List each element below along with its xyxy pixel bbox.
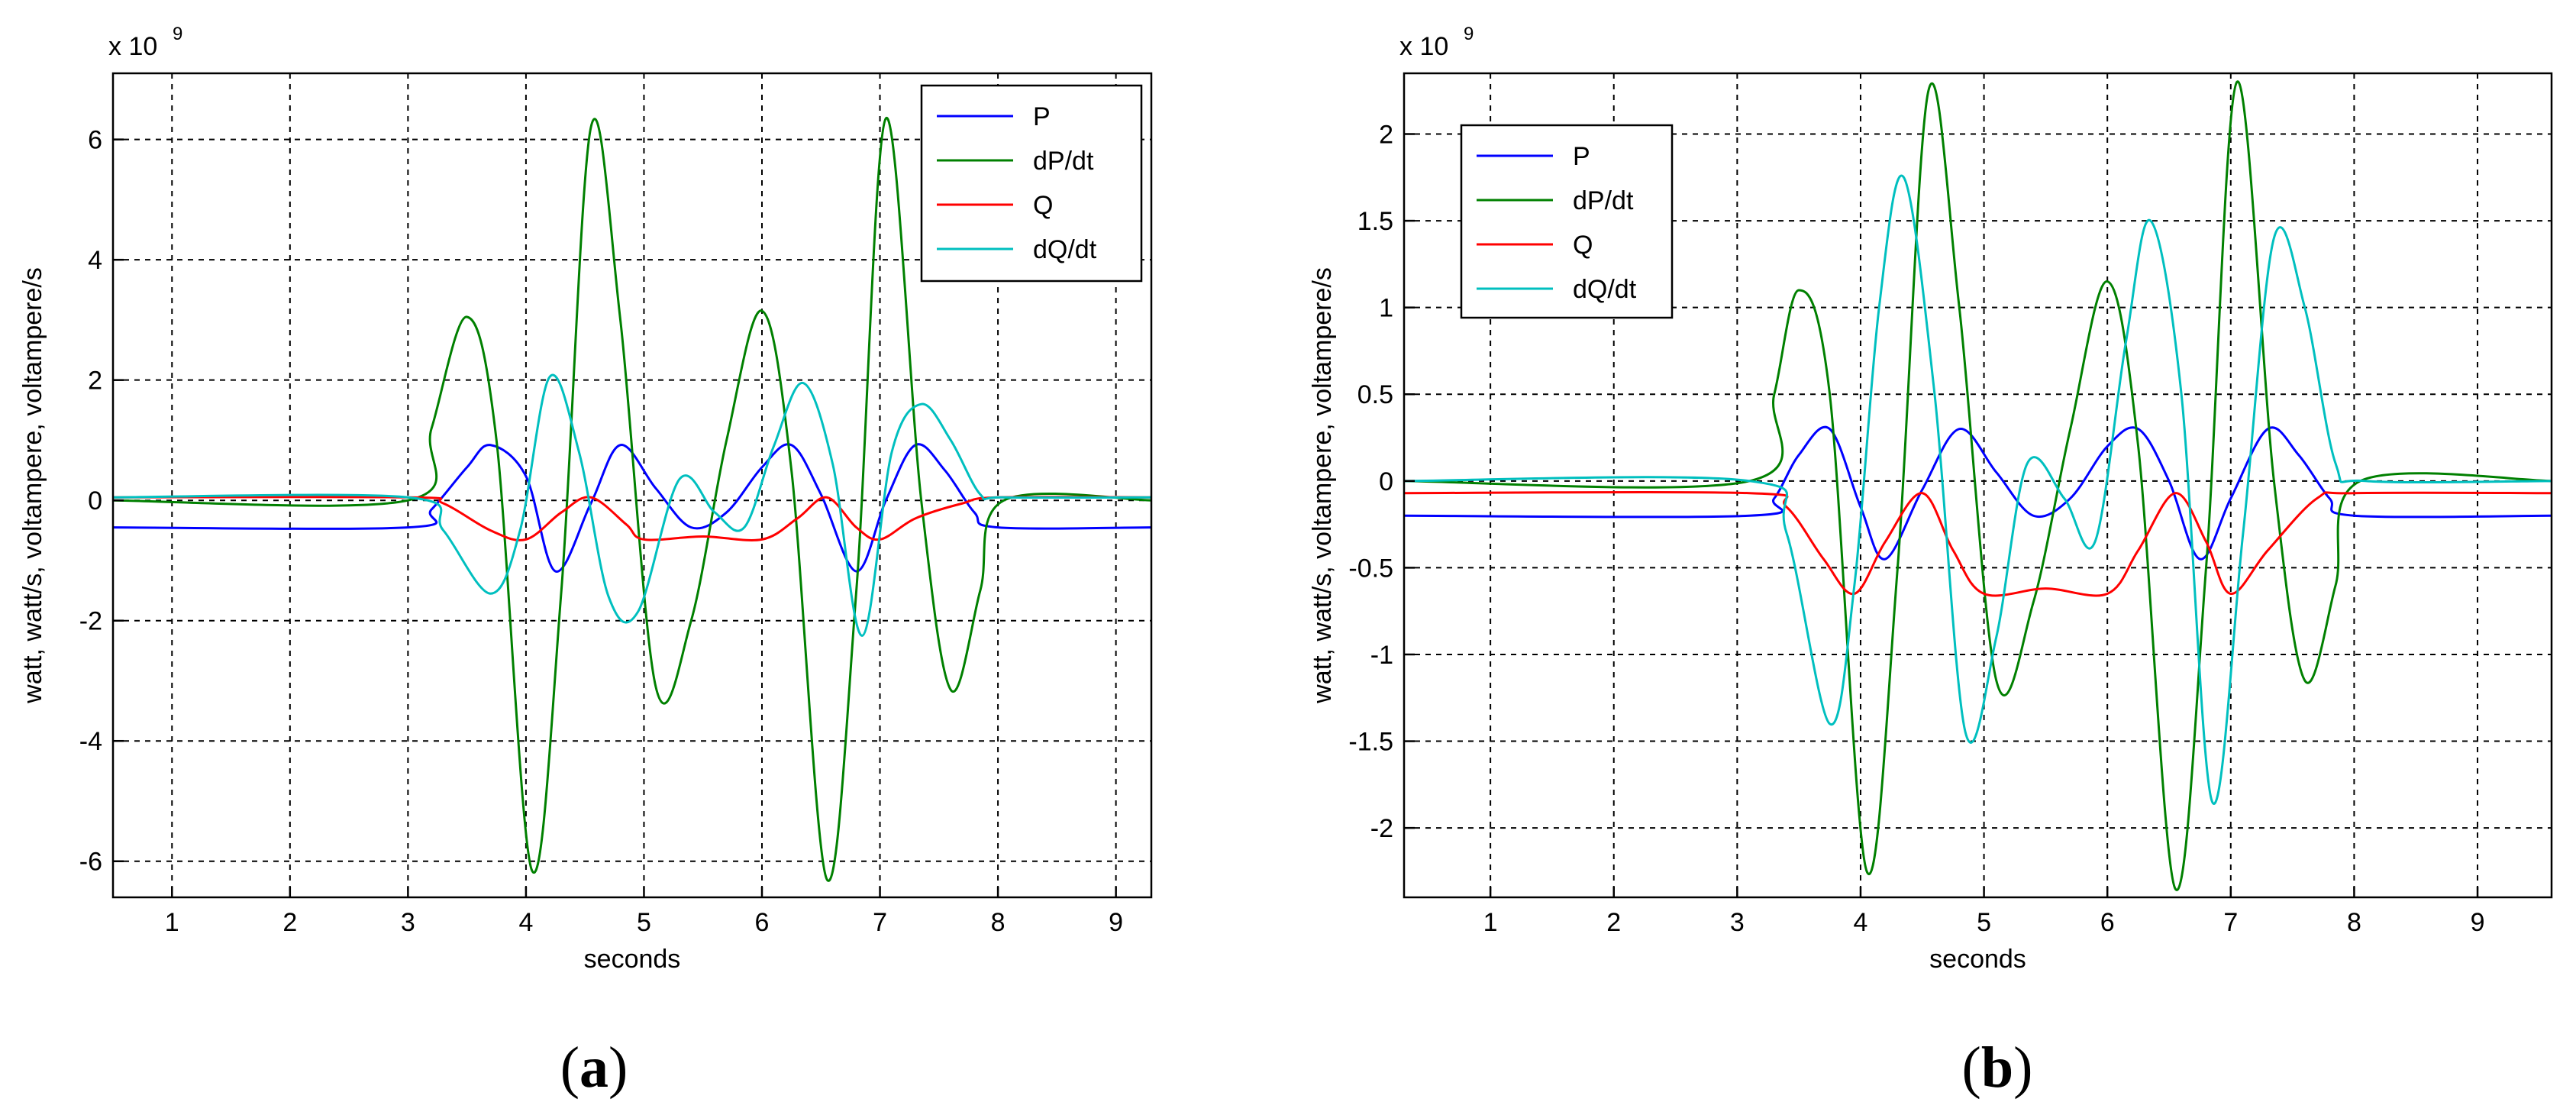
panel-a-axes-box: [111, 72, 1153, 899]
panel-b-y-tick-label: -0.5: [1348, 554, 1393, 583]
panel-b-legend-box: [1460, 124, 1674, 319]
panel-b-y-axis-label: watt, watt/s, voltampere, voltampere/s: [1308, 267, 1337, 704]
caption-close-b: ): [2013, 1036, 2033, 1100]
panel-b-x-tick-label: 6: [2100, 908, 2115, 937]
panel-a-y-tick-label: -4: [79, 727, 102, 756]
panel-a-series-dq-dt: [113, 373, 1151, 637]
panel-b-legend-label: dP/dt: [1573, 186, 1634, 215]
panel-a-y-tick-label: 0: [88, 486, 102, 515]
chart-panel-a: 1 2 3 4 5 6 7 8 9 -6 -4 -2 0 2 4 6 x 10 9 seconds watt, wat…: [18, 24, 1153, 974]
panel-b-exponent-power: 9: [1464, 24, 1474, 44]
panel-a-x-tick-label: 8: [991, 908, 1006, 937]
panel-b-x-tick-label: 1: [1483, 908, 1498, 937]
caption-a: (a): [479, 1035, 709, 1101]
panel-b-legend-label: dQ/dt: [1573, 275, 1637, 304]
panel-a-x-axis-label: seconds: [584, 945, 681, 974]
panel-b-x-tick-label: 8: [2347, 908, 2361, 937]
panel-b-series-p: [1404, 425, 2552, 561]
panel-b-exponent-label: x 10: [1399, 32, 1448, 61]
panel-b-y-tick-label: -1.5: [1348, 728, 1393, 757]
panel-b-series-dq-dt: [1404, 174, 2552, 805]
chart-panel-b: 1 2 3 4 5 6 7 8 9 -2 -1.5 -1 -0.5 0 0.5 1 1.5 2 x 10 9 secon…: [1308, 24, 2553, 974]
panel-b-y-tick-label: 0: [1379, 467, 1393, 496]
caption-label-a: a: [579, 1036, 608, 1100]
panel-b-y-tick-label: 0.5: [1357, 380, 1393, 409]
panel-a-x-tick-label: 2: [282, 908, 297, 937]
panel-a-x-tick-label: 3: [401, 908, 415, 937]
panel-a-x-tick-label: 5: [637, 908, 651, 937]
caption-open-a: (: [560, 1036, 579, 1100]
panel-b-legend-label: P: [1573, 142, 1590, 171]
panel-b-y-tick-label: 1: [1379, 294, 1393, 323]
panel-a-y-axis-label: watt, watt/s, voltampere, voltampere/s: [18, 267, 47, 704]
panel-a-exponent-label: x 10: [108, 32, 157, 61]
panel-b-series-q: [1404, 490, 2552, 597]
panel-b-x-axis-label: seconds: [1929, 945, 2026, 974]
panel-b-axes-box: [1403, 72, 2553, 899]
panel-b-legend-label: Q: [1573, 231, 1593, 260]
panel-a-y-tick-label: 2: [88, 367, 102, 396]
panel-a-y-tick-label: -2: [79, 607, 102, 636]
panel-b-x-tick-label: 7: [2223, 908, 2238, 937]
panel-b-y-tick-label: -2: [1370, 814, 1393, 843]
panel-a-x-tick-label: 4: [518, 908, 533, 937]
panel-b-x-tick-label: 3: [1730, 908, 1745, 937]
panel-a-y-tick-label: 6: [88, 126, 102, 155]
panel-a-series-q: [113, 496, 1151, 541]
caption-label-b: b: [1980, 1036, 2014, 1100]
panel-b-x-tick-label: 5: [1977, 908, 1991, 937]
panel-a-x-tick-label: 9: [1109, 908, 1123, 937]
caption-b: (b): [1883, 1035, 2112, 1101]
panel-a-y-tick-label: 4: [88, 246, 102, 275]
panel-a-legend-label: P: [1033, 102, 1051, 131]
panel-a-legend-box: [920, 84, 1143, 283]
panel-b-series-dp-dt: [1404, 80, 2552, 891]
panel-a-legend-label: Q: [1033, 191, 1053, 220]
panel-b-y-tick-label: 1.5: [1357, 207, 1393, 236]
panel-b-x-tick-label: 9: [2471, 908, 2485, 937]
panel-a-x-tick-label: 1: [165, 908, 179, 937]
panel-b-x-tick-label: 4: [1854, 908, 1868, 937]
panel-a-exponent-power: 9: [173, 24, 182, 44]
caption-open-b: (: [1961, 1036, 1981, 1100]
panel-b-x-tick-label: 2: [1606, 908, 1621, 937]
panel-a-series-dp-dt: [113, 117, 1151, 882]
panel-a-series-p: [113, 443, 1151, 573]
panel-a-legend-label: dQ/dt: [1033, 235, 1097, 264]
panel-b-y-tick-label: -1: [1370, 641, 1393, 670]
panel-a-y-tick-label: -6: [79, 848, 102, 877]
panel-b-y-tick-label: 2: [1379, 121, 1393, 150]
caption-close-a: ): [608, 1036, 628, 1100]
panel-a-legend-label: dP/dt: [1033, 147, 1094, 176]
panel-a-x-tick-label: 7: [873, 908, 887, 937]
panel-a-x-tick-label: 6: [755, 908, 770, 937]
